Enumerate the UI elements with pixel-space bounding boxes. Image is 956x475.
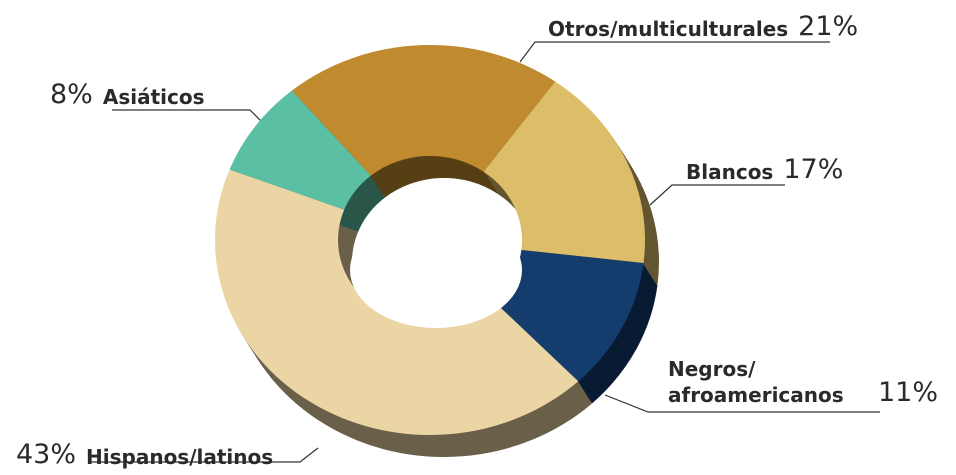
leader-lines — [90, 41, 880, 463]
slice — [291, 44, 556, 176]
leader-line — [112, 109, 273, 133]
data-label: 8% Asiáticos — [50, 80, 205, 110]
leader-line — [604, 394, 880, 413]
category-label: Blancos — [686, 160, 774, 184]
hole — [350, 212, 522, 328]
data-label: Otros/multiculturales 21% — [548, 12, 858, 42]
category-label: Asiáticos — [102, 85, 205, 109]
leader-line — [90, 447, 319, 463]
leader-line — [649, 184, 785, 206]
value-label: 43% — [16, 439, 77, 470]
value-label: 17% — [783, 154, 844, 185]
data-label: Negros/ afroamericanos 11% — [668, 356, 938, 408]
data-label: Blancos 17% — [686, 155, 843, 185]
value-label: 8% — [50, 79, 93, 110]
data-label: 43% Hispanos/latinos — [16, 440, 273, 470]
category-label: Negros/ afroamericanos — [668, 357, 844, 407]
category-label: Hispanos/latinos — [86, 445, 274, 469]
slice — [493, 249, 644, 382]
value-label: 11% — [878, 377, 939, 408]
slice — [214, 169, 579, 435]
category-label: Otros/multiculturales — [548, 17, 789, 41]
slice — [483, 81, 645, 264]
value-label: 21% — [798, 11, 859, 42]
leader-line — [519, 41, 830, 63]
slice — [229, 90, 371, 210]
